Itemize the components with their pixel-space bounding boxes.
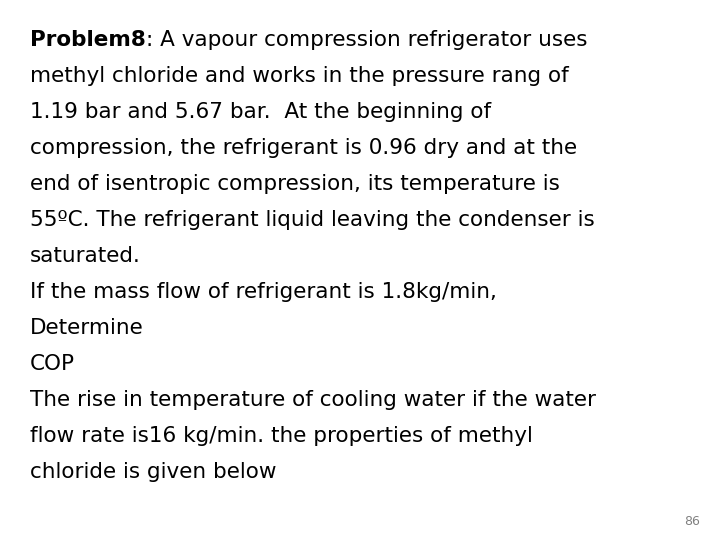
Text: If the mass flow of refrigerant is 1.8kg/min,: If the mass flow of refrigerant is 1.8kg… xyxy=(30,282,497,302)
Text: 86: 86 xyxy=(684,515,700,528)
Text: methyl chloride and works in the pressure rang of: methyl chloride and works in the pressur… xyxy=(30,66,569,86)
Text: Determine: Determine xyxy=(30,318,144,338)
Text: Problem8: Problem8 xyxy=(30,30,146,50)
Text: chloride is given below: chloride is given below xyxy=(30,462,276,482)
Text: saturated.: saturated. xyxy=(30,246,141,266)
Text: 1.19 bar and 5.67 bar.  At the beginning of: 1.19 bar and 5.67 bar. At the beginning … xyxy=(30,102,491,122)
Text: The rise in temperature of cooling water if the water: The rise in temperature of cooling water… xyxy=(30,390,596,410)
Text: compression, the refrigerant is 0.96 dry and at the: compression, the refrigerant is 0.96 dry… xyxy=(30,138,577,158)
Text: flow rate is16 kg/min. the properties of methyl: flow rate is16 kg/min. the properties of… xyxy=(30,426,533,446)
Text: : A vapour compression refrigerator uses: : A vapour compression refrigerator uses xyxy=(146,30,588,50)
Text: COP: COP xyxy=(30,354,75,374)
Text: 55ºC. The refrigerant liquid leaving the condenser is: 55ºC. The refrigerant liquid leaving the… xyxy=(30,210,595,230)
Text: end of isentropic compression, its temperature is: end of isentropic compression, its tempe… xyxy=(30,174,560,194)
